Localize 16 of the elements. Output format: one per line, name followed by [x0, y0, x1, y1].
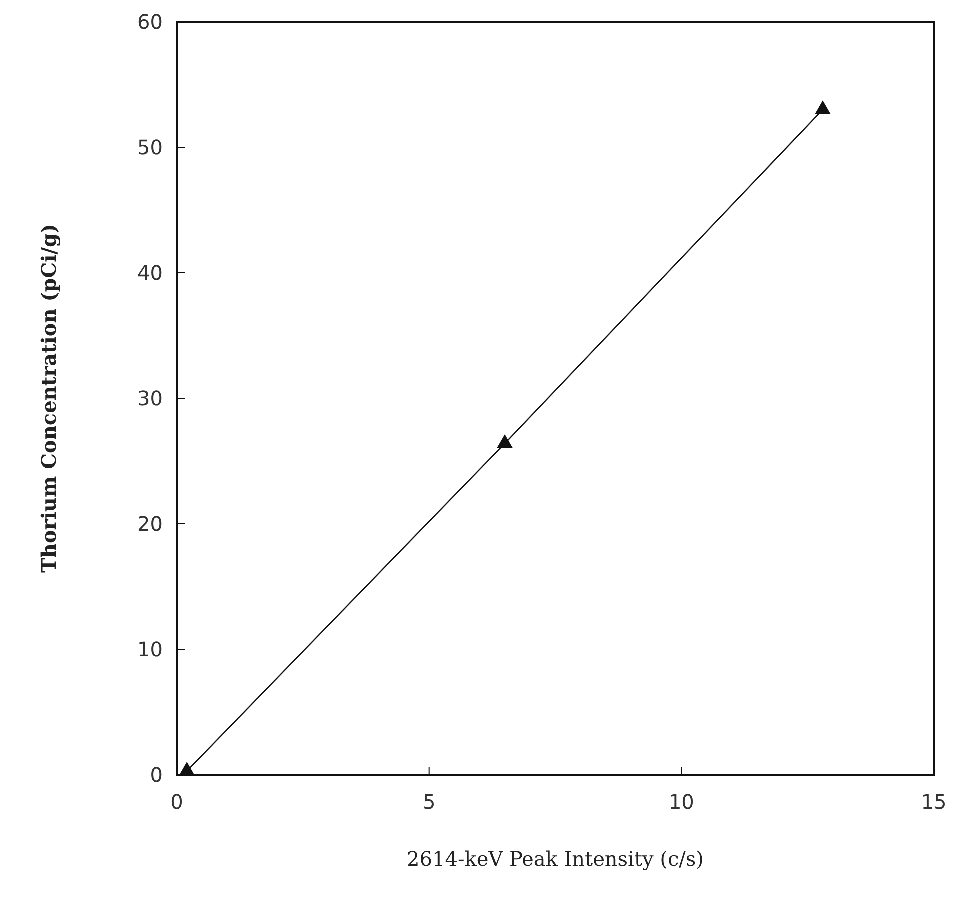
y-tick-label: 60	[138, 10, 163, 34]
point	[179, 762, 196, 776]
y-tick-label: 0	[150, 763, 163, 787]
y-tick-label: 20	[138, 512, 163, 536]
y-tick-label: 40	[138, 261, 163, 285]
x-tick-label: 0	[170, 790, 184, 814]
x-tick-label: 5	[422, 790, 436, 814]
y-tick-label: 50	[138, 136, 163, 160]
y-tick-label: 10	[138, 638, 163, 662]
y-tick-label: 30	[138, 386, 163, 410]
x-tick-label: 10	[668, 790, 694, 814]
y-axis-title: Thorium Concentration (pCi/g)	[37, 224, 61, 573]
x-axis-title: 2614-keV Peak Intensity (c/s)	[407, 847, 704, 871]
x-tick-label: 15	[921, 790, 947, 814]
point	[497, 434, 513, 448]
point	[815, 100, 831, 114]
